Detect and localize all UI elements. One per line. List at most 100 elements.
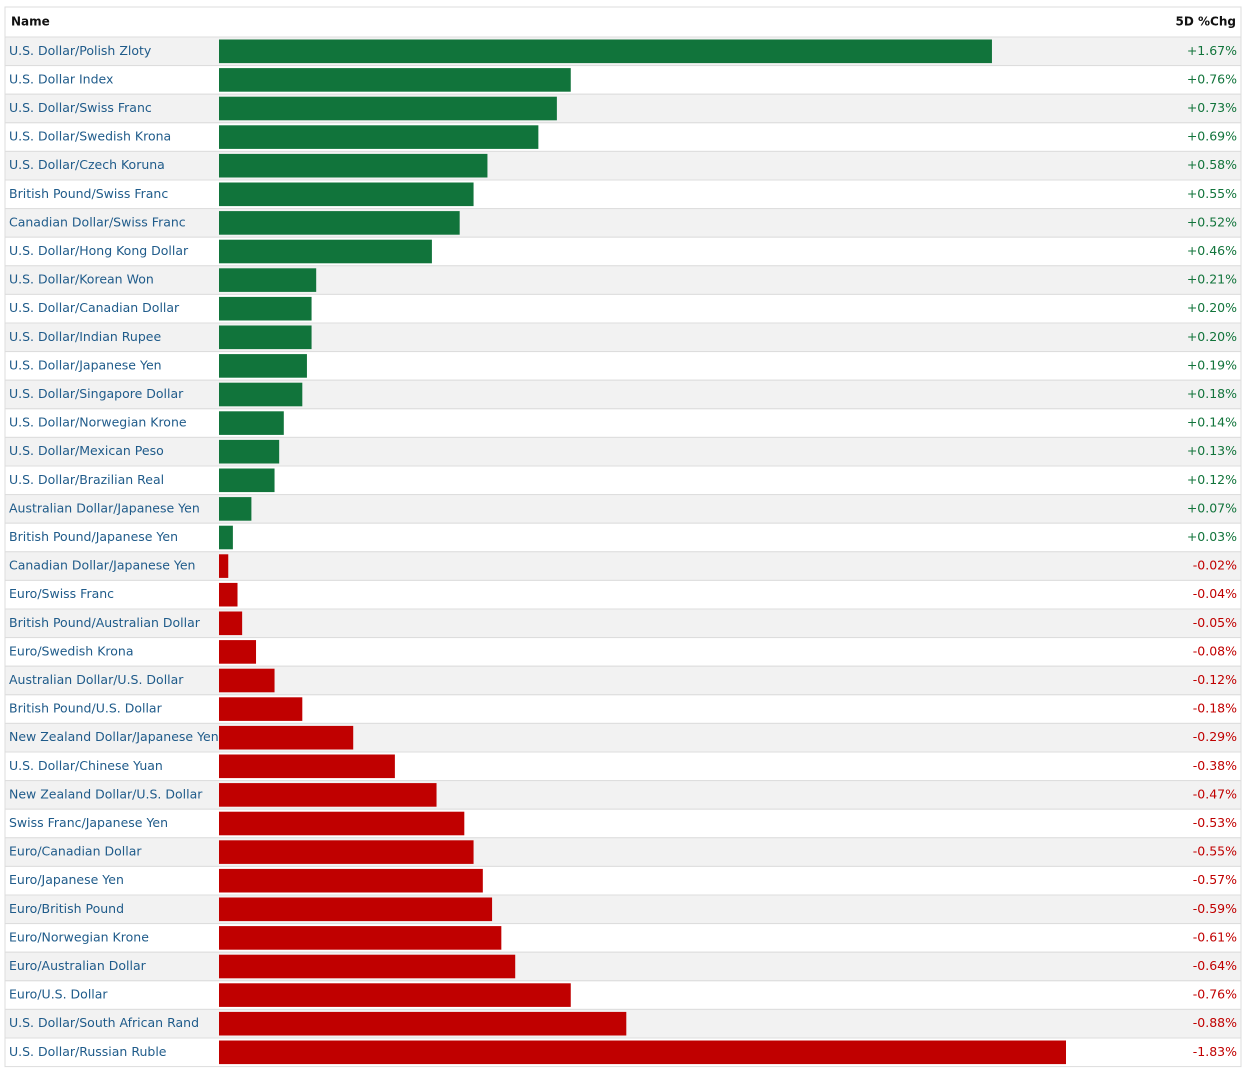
value-label: +0.18% xyxy=(1187,386,1237,401)
row-name: U.S. Dollar/Russian Ruble xyxy=(9,1044,167,1059)
header-row xyxy=(4,6,1242,38)
bar xyxy=(219,39,992,64)
value-label: -0.05% xyxy=(1193,615,1237,630)
value-label: -0.38% xyxy=(1193,758,1237,773)
row-name: U.S. Dollar/Norwegian Krone xyxy=(9,415,187,430)
row xyxy=(4,179,1242,210)
value-label: -0.61% xyxy=(1193,929,1237,944)
row xyxy=(4,837,1242,867)
row xyxy=(4,236,1242,267)
value-label: -0.76% xyxy=(1193,987,1237,1002)
row-name: U.S. Dollar/Hong Kong Dollar xyxy=(9,243,189,258)
row-name: U.S. Dollar/Swiss Franc xyxy=(9,100,152,115)
row xyxy=(4,436,1242,467)
bar xyxy=(219,840,474,864)
bar xyxy=(219,296,312,321)
value-label: -0.02% xyxy=(1193,558,1237,573)
bar xyxy=(219,211,460,235)
row-name: U.S. Dollar Index xyxy=(9,71,113,86)
row xyxy=(4,379,1242,410)
row-name: British Pound/Swiss Franc xyxy=(9,186,168,201)
row-name: Australian Dollar/Japanese Yen xyxy=(9,500,200,515)
row xyxy=(4,408,1242,438)
row-name: Canadian Dollar/Japanese Yen xyxy=(9,558,195,573)
bar xyxy=(219,325,312,350)
value-label: -0.47% xyxy=(1193,786,1237,801)
row xyxy=(4,923,1242,953)
value-label: -0.29% xyxy=(1193,729,1237,744)
row-name: U.S. Dollar/Chinese Yuan xyxy=(9,758,163,773)
bar xyxy=(219,926,502,950)
row xyxy=(4,694,1242,724)
bar xyxy=(219,68,571,92)
bar xyxy=(219,554,229,578)
value-label: -0.04% xyxy=(1193,586,1237,601)
bar xyxy=(219,382,303,407)
bar xyxy=(219,868,483,893)
bar xyxy=(219,1040,1066,1065)
value-label: -1.83% xyxy=(1193,1044,1237,1059)
row-name: Canadian Dollar/Swiss Franc xyxy=(9,214,186,229)
value-label: +0.69% xyxy=(1187,129,1237,144)
bar xyxy=(219,239,432,264)
row-name: Euro/Canadian Dollar xyxy=(9,844,142,859)
row-name: British Pound/Japanese Yen xyxy=(9,529,178,544)
row xyxy=(4,637,1242,667)
row-name: British Pound/U.S. Dollar xyxy=(9,701,163,716)
bar xyxy=(219,354,307,378)
row-name: Australian Dollar/U.S. Dollar xyxy=(9,672,184,687)
value-label: +0.19% xyxy=(1187,357,1237,372)
value-label: +0.58% xyxy=(1187,157,1237,172)
value-label: +0.03% xyxy=(1187,529,1237,544)
value-label: -0.88% xyxy=(1193,1015,1237,1030)
value-label: +0.14% xyxy=(1187,415,1237,430)
value-label: +0.52% xyxy=(1187,214,1237,229)
bar xyxy=(219,611,243,636)
bar xyxy=(219,668,275,693)
row xyxy=(4,751,1242,782)
row xyxy=(4,665,1242,696)
row-name: U.S. Dollar/Singapore Dollar xyxy=(9,386,184,401)
bar xyxy=(219,468,275,493)
row-name: Euro/Swedish Krona xyxy=(9,643,134,658)
row xyxy=(4,93,1242,124)
row xyxy=(4,465,1242,496)
bar xyxy=(219,411,284,435)
value-label: +0.07% xyxy=(1187,500,1237,515)
row-name: U.S. Dollar/Korean Won xyxy=(9,272,154,287)
row xyxy=(4,265,1242,295)
row xyxy=(4,322,1242,353)
bar xyxy=(219,783,437,807)
row-name: U.S. Dollar/Czech Koruna xyxy=(9,157,165,172)
bar xyxy=(219,983,571,1007)
value-label: +0.76% xyxy=(1187,71,1237,86)
row-name: U.S. Dollar/South African Rand xyxy=(9,1015,199,1030)
row xyxy=(4,894,1242,925)
value-label: +0.55% xyxy=(1187,186,1237,201)
row xyxy=(4,293,1242,324)
row xyxy=(4,122,1242,152)
bar xyxy=(219,811,465,836)
bar xyxy=(219,96,557,121)
row xyxy=(4,608,1242,639)
bar xyxy=(219,125,539,149)
value-label: -0.57% xyxy=(1193,872,1237,887)
value-label: -0.53% xyxy=(1193,815,1237,830)
bar xyxy=(219,725,354,750)
row xyxy=(4,980,1242,1010)
value-label: -0.12% xyxy=(1193,672,1237,687)
row-name: Euro/British Pound xyxy=(9,901,124,916)
value-label: +0.20% xyxy=(1187,329,1237,344)
row-name: British Pound/Australian Dollar xyxy=(9,615,201,630)
row xyxy=(4,780,1242,810)
row-name: U.S. Dollar/Canadian Dollar xyxy=(9,300,180,315)
row-name: Euro/Swiss Franc xyxy=(9,586,114,601)
value-label: +0.46% xyxy=(1187,243,1237,258)
row-name: U.S. Dollar/Polish Zloty xyxy=(9,43,152,58)
bar xyxy=(219,182,474,207)
bar xyxy=(219,497,252,521)
value-label: -0.64% xyxy=(1193,958,1237,973)
value-label: -0.59% xyxy=(1193,901,1237,916)
value-label: +0.13% xyxy=(1187,443,1237,458)
